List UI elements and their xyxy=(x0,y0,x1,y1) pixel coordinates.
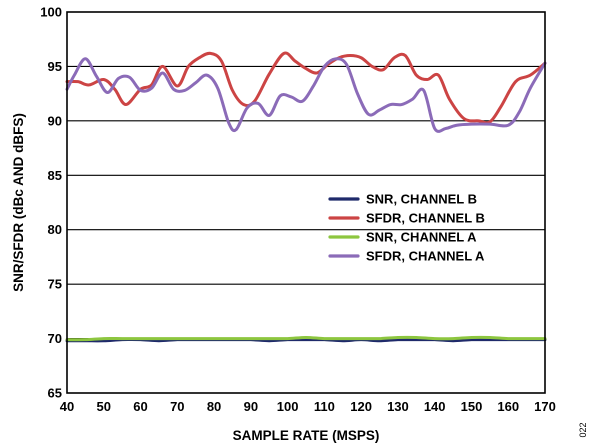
y-tick-label: 75 xyxy=(48,277,62,292)
x-tick-label: 110 xyxy=(314,399,335,414)
legend: SNR, CHANNEL B SFDR, CHANNEL B SNR, CHANNE… xyxy=(328,192,485,264)
x-axis-ticks: 40 50 60 70 80 90 100 110 120 130 140 150 160 170 xyxy=(60,399,556,414)
y-tick-label: 85 xyxy=(48,168,62,183)
series-lines xyxy=(65,51,547,343)
figure-id: 022 xyxy=(578,422,588,437)
y-tick-label: 100 xyxy=(40,5,62,20)
x-tick-label: 160 xyxy=(497,399,519,414)
legend-label-snr-channel-a: SNR, CHANNEL A xyxy=(366,230,477,245)
series-line-snr-channel-a xyxy=(65,335,547,342)
x-tick-label: 60 xyxy=(133,399,147,414)
y-axis-title: SNR/SFDR (dBc AND dBFS) xyxy=(11,113,26,292)
x-axis-title: SAMPLE RATE (MSPS) xyxy=(233,428,380,443)
legend-label-sfdr-channel-b: SFDR, CHANNEL B xyxy=(366,211,485,226)
x-tick-label: 90 xyxy=(244,399,258,414)
x-tick-label: 130 xyxy=(387,399,409,414)
y-tick-label: 65 xyxy=(48,386,62,401)
x-tick-label: 100 xyxy=(277,399,299,414)
series-line-sfdr-channel-b xyxy=(65,51,547,125)
x-tick-label: 170 xyxy=(534,399,556,414)
x-tick-label: 70 xyxy=(170,399,184,414)
y-tick-label: 80 xyxy=(48,222,62,237)
x-tick-label: 150 xyxy=(461,399,483,414)
x-tick-label: 50 xyxy=(97,399,111,414)
x-tick-label: 120 xyxy=(350,399,372,414)
x-tick-label: 40 xyxy=(60,399,74,414)
y-axis-ticks: 65 70 75 80 85 90 95 100 xyxy=(40,5,62,401)
legend-label-snr-channel-b: SNR, CHANNEL B xyxy=(366,192,477,207)
x-tick-label: 80 xyxy=(207,399,221,414)
y-tick-label: 95 xyxy=(48,59,62,74)
plot-frame xyxy=(66,11,546,394)
series-line-sfdr-channel-a xyxy=(65,57,547,133)
legend-label-sfdr-channel-a: SFDR, CHANNEL A xyxy=(366,249,485,264)
y-tick-label: 70 xyxy=(48,331,62,346)
x-tick-label: 140 xyxy=(424,399,446,414)
y-tick-label: 90 xyxy=(48,113,62,128)
